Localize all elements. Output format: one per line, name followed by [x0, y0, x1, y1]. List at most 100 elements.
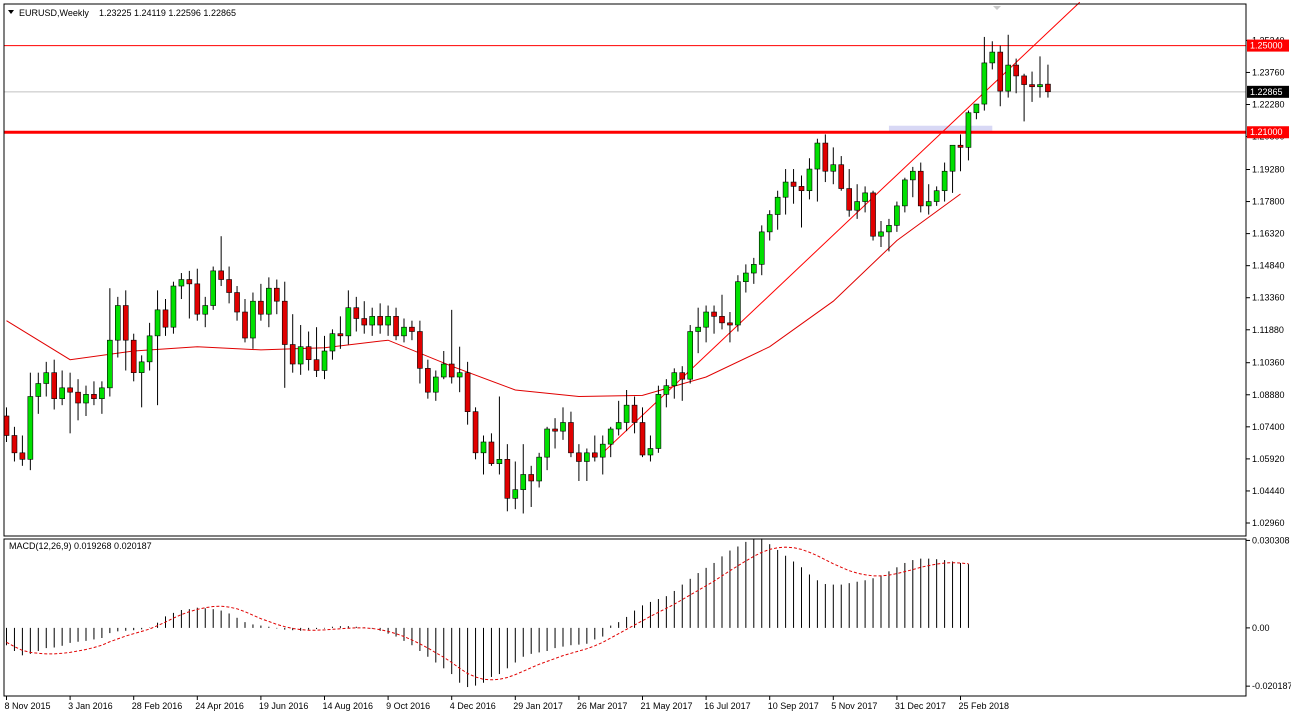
candle-body: [130, 339, 137, 373]
candle-body: [385, 316, 391, 326]
candle-53: [425, 359, 431, 399]
price-tick-label: 1.05920: [1252, 454, 1285, 464]
candle-body: [27, 396, 34, 460]
candle-1: [11, 426, 18, 462]
candle-body: [67, 387, 73, 393]
time-tick-label: 3 Jan 2016: [68, 701, 113, 711]
candle-12: [99, 381, 105, 414]
price-tick-label: 1.16320: [1252, 229, 1285, 239]
candle-6: [51, 359, 58, 410]
candle-body: [194, 283, 201, 315]
candle-body: [576, 452, 582, 462]
candle-21: [170, 281, 177, 334]
candle-body: [154, 309, 161, 337]
time-tick-label: 9 Oct 2016: [386, 701, 430, 711]
candle-109: [870, 190, 876, 241]
candle-115: [917, 162, 924, 213]
candle-10: [83, 385, 89, 416]
candle-body: [425, 368, 431, 393]
candle-body: [599, 443, 606, 458]
candle-body: [568, 422, 574, 454]
time-tick-label: 8 Nov 2015: [5, 701, 51, 711]
candle-45: [361, 301, 368, 334]
candle-body: [345, 307, 352, 337]
price-tick-label: 1.07400: [1252, 422, 1285, 432]
candle-125: [997, 45, 1004, 107]
candle-body: [552, 428, 558, 432]
candle-37: [297, 325, 304, 375]
candle-58: [464, 361, 471, 425]
candle-body: [289, 344, 296, 365]
candle-body: [480, 441, 487, 454]
candle-47: [377, 303, 383, 334]
candle-body: [75, 391, 81, 404]
scroll-marker-icon[interactable]: [993, 6, 1001, 10]
candle-body: [488, 441, 495, 464]
candle-130: [1037, 56, 1043, 98]
candle-body: [1021, 75, 1027, 85]
price-pane-frame: [3, 3, 1247, 537]
candle-body: [464, 372, 471, 412]
candle-body: [456, 372, 463, 378]
candle-93: [743, 264, 749, 293]
candle-body: [671, 372, 678, 386]
candle-128: [1021, 73, 1027, 122]
candle-body: [814, 142, 821, 170]
candle-108: [862, 186, 868, 213]
candle-body: [353, 307, 360, 319]
candle-52: [417, 320, 423, 384]
candle-body: [790, 181, 797, 187]
candle-body: [822, 142, 829, 172]
candle-body: [766, 214, 773, 233]
candle-body: [250, 300, 256, 339]
candle-body: [409, 326, 415, 332]
candle-body: [838, 164, 845, 189]
time-tick-label: 28 Feb 2016: [132, 701, 183, 711]
candle-body: [83, 394, 89, 404]
candle-body: [234, 292, 240, 313]
candle-100: [798, 175, 805, 228]
candle-body: [544, 428, 550, 458]
candle-body: [528, 474, 535, 482]
candle-75: [599, 435, 606, 475]
price-tick-label: 1.08880: [1252, 390, 1285, 400]
candle-body: [377, 316, 383, 326]
candle-55: [440, 351, 447, 380]
candle-body: [266, 287, 272, 315]
level-tag-bg: [1247, 39, 1289, 52]
candle-117: [933, 186, 940, 206]
candle-88: [703, 305, 709, 343]
candle-body: [162, 309, 169, 328]
candle-body: [536, 456, 542, 482]
candle-18: [146, 322, 153, 371]
candle-25: [202, 296, 209, 328]
time-tick-label: 10 Sep 2017: [768, 701, 819, 711]
price-tick-label: 1.10360: [1252, 358, 1285, 368]
macd-signal-line: [6, 546, 969, 681]
macd-pane[interactable]: [6, 538, 969, 688]
candle-body: [51, 372, 58, 399]
candle-body: [933, 190, 940, 202]
level-tag: 1.21000: [1250, 127, 1283, 137]
candle-29: [234, 286, 240, 321]
candle-body: [750, 264, 757, 274]
moving-average-line: [6, 193, 961, 398]
candle-127: [1013, 58, 1019, 94]
candle-92: [735, 275, 741, 332]
candle-body: [305, 346, 312, 360]
candle-body: [727, 322, 733, 326]
time-tick-label: 19 Jun 2016: [259, 701, 309, 711]
candle-body: [703, 311, 709, 328]
header-dropdown-icon[interactable]: [8, 10, 14, 14]
candle-65: [520, 444, 527, 514]
price-pane[interactable]: [3, 1, 1246, 514]
candle-11: [91, 381, 97, 406]
candle-body: [607, 428, 614, 445]
price-tick-label: 1.04440: [1252, 486, 1285, 496]
candle-26: [210, 266, 216, 310]
candle-body: [925, 201, 932, 207]
candle-35: [281, 281, 288, 388]
candle-72: [576, 444, 582, 481]
candle-body: [361, 318, 368, 326]
